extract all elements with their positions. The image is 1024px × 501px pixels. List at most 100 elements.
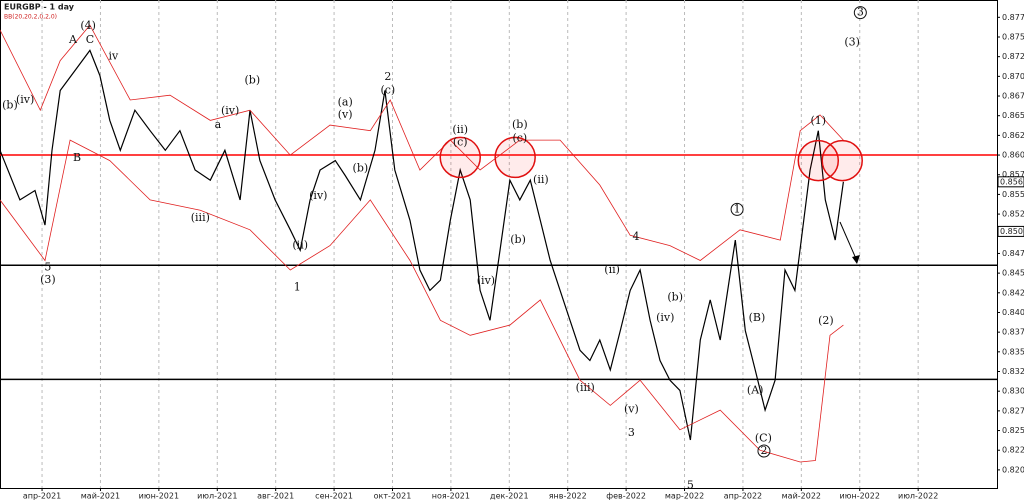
x-tick-label: янв-2022: [549, 492, 587, 501]
wave-label: (b): [510, 233, 526, 246]
wave-label: (c): [453, 135, 468, 148]
x-tick-label: окт-2021: [374, 492, 412, 501]
wave-label: (b): [245, 73, 261, 86]
x-tick-label: июл-2021: [197, 492, 237, 501]
wave-label: (v): [624, 402, 639, 415]
y-tick-label: 0.8475: [1002, 249, 1024, 258]
wave-label: 1: [294, 280, 301, 293]
x-tick-label: май-2022: [782, 492, 821, 501]
wave-label: (iv): [477, 274, 495, 287]
wave-label: iv: [108, 50, 119, 63]
x-tick-label: сен-2021: [315, 492, 353, 501]
y-tick-label: 0.8375: [1002, 328, 1024, 337]
wave-label: (b): [512, 118, 528, 131]
x-tick-label: апр-2021: [23, 492, 61, 501]
wave-label: 3: [857, 6, 864, 19]
wave-label: (ii): [292, 239, 308, 252]
projection-arrow-head: [852, 255, 860, 264]
highlight-circle: [797, 139, 840, 182]
wave-label: (3): [844, 36, 860, 49]
wave-label: (c): [512, 132, 527, 145]
wave-label: (b): [353, 161, 369, 174]
wave-label: (b): [667, 291, 683, 304]
x-tick-label: фев-2022: [606, 492, 646, 501]
wave-label: (iv): [656, 311, 674, 324]
price-tag: [997, 225, 1024, 237]
y-tick-label: 0.8775: [1002, 13, 1024, 22]
annotation-circle: [730, 202, 744, 216]
indicator-label: BB(20,20,2,0,2,0): [4, 14, 57, 21]
y-tick-label: 0.8525: [1002, 210, 1024, 219]
band-line: [0, 139, 844, 463]
x-tick-label: июн-2021: [139, 492, 179, 501]
price-tag-label: 0.8503: [1000, 227, 1024, 236]
wave-label: (C): [755, 431, 772, 444]
wave-label: (iv): [309, 189, 327, 202]
x-tick-label: мар-2022: [665, 492, 704, 501]
x-tick-label: апр-2022: [724, 492, 762, 501]
price-line: [0, 49, 844, 441]
wave-label: (3): [40, 273, 56, 286]
x-tick-label: июн-2022: [840, 492, 880, 501]
wave-label: 5: [44, 261, 51, 274]
wave-label: (b): [2, 98, 18, 111]
plot-frame: [0, 0, 998, 489]
wave-label: (iii): [191, 211, 210, 224]
wave-label: (B): [749, 311, 766, 324]
wave-label: (iv): [221, 104, 239, 117]
x-tick-label: ноя-2021: [432, 492, 470, 501]
highlight-circle: [439, 136, 481, 179]
wave-label: (2): [818, 314, 834, 327]
highlight-circle: [494, 136, 536, 179]
price-tag-label: 0.8566: [1000, 177, 1024, 186]
wave-label: 3: [628, 426, 635, 439]
y-tick-label: 0.8225: [1002, 446, 1024, 455]
wave-label: (ii): [604, 263, 620, 276]
wave-label: (1): [810, 114, 826, 127]
y-tick-label: 0.8425: [1002, 288, 1024, 297]
x-tick-label: авг-2021: [257, 492, 294, 501]
wave-label: (ii): [452, 123, 468, 136]
annotation-circle: [853, 6, 867, 20]
y-tick-label: 0.8625: [1002, 131, 1024, 140]
wave-label: B: [73, 151, 81, 164]
wave-label: 5: [687, 479, 694, 492]
projection-arrow: [839, 221, 858, 262]
x-tick-label: май-2021: [81, 492, 120, 501]
wave-label: 1: [734, 202, 741, 215]
x-tick-label: июл-2022: [898, 492, 938, 501]
y-tick-label: 0.8325: [1002, 367, 1024, 376]
wave-label: 2: [384, 70, 391, 83]
wave-label: C: [86, 33, 94, 46]
wave-label: a: [215, 118, 222, 131]
y-tick-label: 0.8725: [1002, 52, 1024, 61]
wave-label: (iv): [16, 93, 34, 106]
y-tick-label: 0.8575: [1002, 170, 1024, 179]
wave-label: (iii): [576, 381, 595, 394]
x-tick-label: дек-2021: [490, 492, 529, 501]
wave-label: (c): [380, 84, 395, 97]
y-tick-label: 0.8675: [1002, 92, 1024, 101]
wave-label: (4): [80, 19, 96, 32]
wave-label: (ii): [533, 173, 549, 186]
wave-label: (v): [338, 108, 353, 121]
wave-label: (a): [338, 95, 353, 108]
wave-label: (A): [747, 383, 764, 396]
y-tick-label: 0.8275: [1002, 406, 1024, 415]
band-line: [0, 24, 844, 261]
price-tag: [997, 176, 1024, 188]
